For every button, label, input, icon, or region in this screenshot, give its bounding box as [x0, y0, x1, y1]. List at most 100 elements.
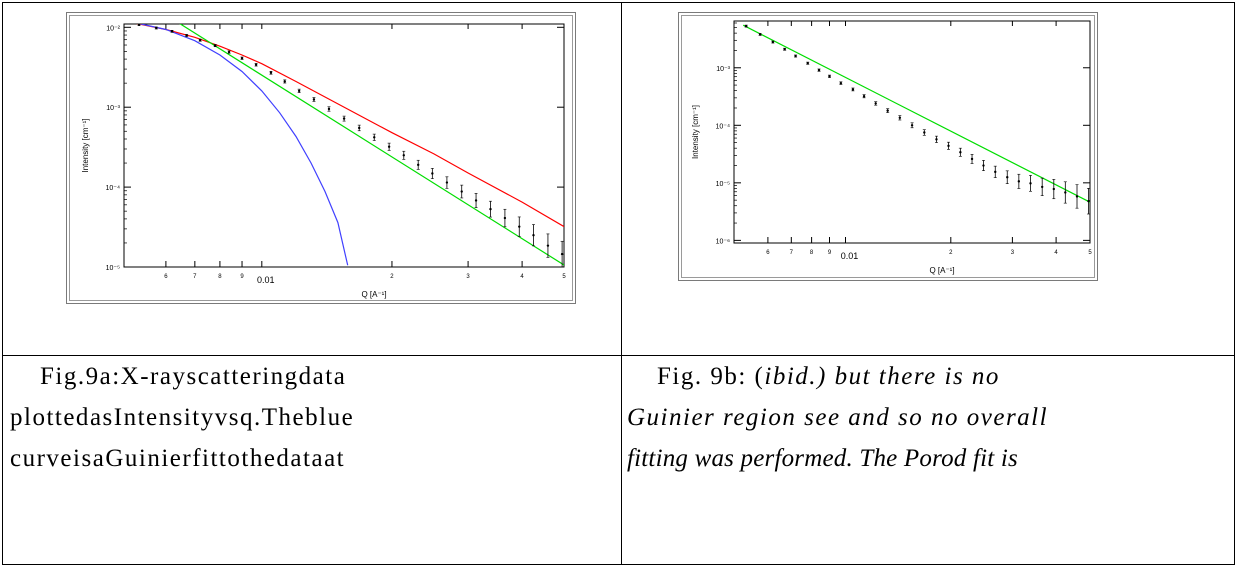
caption-word: to: [218, 445, 242, 472]
x-tick-label: 7: [790, 250, 794, 256]
data-point: [771, 40, 775, 44]
caption-word: blue: [305, 404, 355, 431]
caption-word: scattering: [186, 363, 299, 390]
x-tick-label: 5: [1088, 250, 1092, 256]
caption-word: at: [324, 445, 346, 472]
x-tick-label: 3: [466, 274, 470, 280]
data-point: [1017, 180, 1021, 183]
data-point: [970, 157, 974, 161]
data-point: [1075, 195, 1079, 198]
y-tick-label: 10⁻³: [106, 105, 120, 112]
fig-9a-chart: 6 7 8 9 0.01 2 3 4 5 10⁻² 10⁻³ 10⁻⁴ 10⁻⁵ Q [A⁻¹] Inten…: [81, 23, 566, 299]
data-point: [806, 62, 809, 65]
data-point: [982, 164, 985, 167]
data-point: [198, 38, 202, 42]
data-point: [1029, 182, 1032, 185]
data-point: [269, 71, 273, 74]
data-point: [431, 172, 434, 175]
data-point: [518, 225, 521, 228]
data-point: [532, 234, 535, 237]
y-tick-label: 10⁻⁴: [716, 123, 731, 130]
caption-word: curve: [10, 445, 74, 472]
data-point: [839, 81, 843, 85]
caption-9b-rest: ) but there is no: [817, 363, 1000, 390]
y-axis-label: Intensity [cm⁻¹]: [691, 105, 700, 159]
caption-9b-prefix: Fig. 9b: (: [657, 363, 765, 390]
x-tick-label: 8: [810, 250, 814, 256]
data-points: [137, 24, 564, 267]
y-tick-label: 10⁻⁵: [106, 265, 120, 272]
data-point: [402, 154, 405, 157]
caption-word: The: [261, 404, 306, 431]
plot-area: [733, 20, 1091, 244]
data-point: [1087, 199, 1090, 203]
data-point: [886, 109, 889, 112]
x-tick-label: 0.01: [841, 251, 859, 261]
series-line: [136, 24, 564, 228]
data-point: [327, 107, 331, 111]
series-line: [138, 24, 349, 266]
row-divider: [3, 355, 1234, 356]
y-axis-label: Intensity [cm⁻¹]: [81, 118, 90, 172]
data-point: [254, 63, 258, 66]
data-point: [1040, 185, 1044, 189]
data-point: [460, 190, 463, 193]
x-tick-label: 8: [218, 274, 222, 280]
y-tick-label: 10⁻⁶: [716, 238, 730, 245]
caption-word: X-ray: [120, 363, 187, 390]
data-point: [923, 131, 926, 134]
caption-word: Fig.: [40, 363, 86, 390]
data-point: [312, 98, 316, 101]
data-point: [994, 170, 997, 174]
y-tick-label: 10⁻³: [716, 66, 730, 73]
data-point: [910, 124, 914, 127]
data-point: [474, 199, 478, 202]
column-divider: [621, 3, 622, 564]
caption-word: Intensity: [113, 404, 215, 431]
x-tick-label: 4: [1054, 250, 1058, 256]
caption-word: data: [276, 445, 325, 472]
fig-9b-chart: 6 7 8 9 0.01 2 3 4 5 10⁻³ 10⁻⁴ 10⁻⁵ 10⁻⁶ Q [A⁻¹] Inten…: [691, 20, 1092, 275]
data-point: [744, 24, 748, 28]
caption-word: 9a:: [85, 363, 121, 390]
caption-9a-line1: Fig.9a:X-rayscatteringdata: [10, 356, 614, 397]
caption-9b-line3: fitting was performed. The Porod fit is: [627, 445, 1018, 472]
data-point: [358, 126, 361, 130]
data-point: [758, 33, 762, 36]
caption-9a: Fig.9a:X-rayscatteringdata plottedasInte…: [10, 356, 614, 479]
caption-word: is: [73, 445, 93, 472]
data-point: [185, 34, 188, 37]
x-tick-label: 9: [240, 274, 244, 280]
x-tick-label: 3: [1011, 250, 1015, 256]
data-point: [137, 24, 141, 26]
data-point: [794, 54, 797, 58]
caption-word: the: [241, 445, 277, 472]
x-tick-label: 0.01: [257, 275, 275, 285]
x-tick-label: 6: [164, 274, 168, 280]
y-tick-label: 10⁻⁵: [716, 181, 730, 188]
caption-word: vs: [214, 404, 240, 431]
y-tick-label: 10⁻⁴: [106, 185, 121, 192]
x-tick-label: 2: [949, 250, 953, 256]
data-point: [935, 138, 938, 141]
x-tick-label: 4: [520, 274, 524, 280]
x-axis-label: Q [A⁻¹]: [929, 266, 954, 275]
data-point: [489, 207, 492, 211]
data-point: [817, 68, 821, 72]
data-point: [783, 48, 786, 51]
caption-9a-line2: plottedasIntensityvsq.Theblue: [10, 397, 614, 438]
data-point: [373, 136, 376, 139]
y-tick-label: 10⁻²: [106, 25, 120, 32]
data-point: [387, 145, 391, 148]
x-tick-label: 7: [193, 274, 197, 280]
caption-9b-ibid: ibid.: [764, 363, 818, 390]
caption-word: Guinier: [105, 445, 193, 472]
data-point: [947, 144, 950, 148]
data-point: [227, 50, 231, 54]
series-line: [742, 24, 1090, 203]
data-point: [503, 216, 507, 220]
caption-word: fit: [192, 445, 219, 472]
caption-9b-line2: Guinier region see and so no overall: [627, 404, 1049, 431]
caption-9b-line1: Fig. 9b: (ibid.) but there is no: [627, 356, 1231, 397]
data-point: [546, 244, 550, 247]
